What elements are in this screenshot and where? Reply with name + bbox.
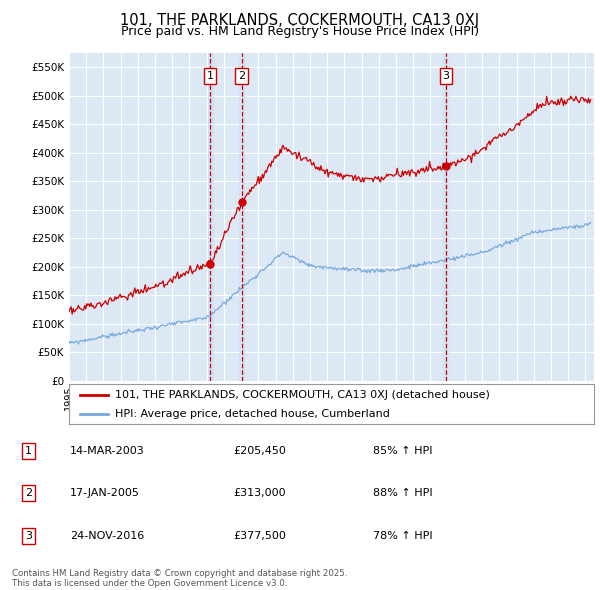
Text: £313,000: £313,000 xyxy=(233,489,286,498)
Bar xyxy=(443,53,449,381)
Text: 1: 1 xyxy=(25,446,32,455)
Text: 2: 2 xyxy=(25,489,32,498)
Text: Contains HM Land Registry data © Crown copyright and database right 2025.
This d: Contains HM Land Registry data © Crown c… xyxy=(12,569,347,588)
Text: 101, THE PARKLANDS, COCKERMOUTH, CA13 0XJ: 101, THE PARKLANDS, COCKERMOUTH, CA13 0X… xyxy=(121,13,479,28)
Text: HPI: Average price, detached house, Cumberland: HPI: Average price, detached house, Cumb… xyxy=(115,409,390,418)
Text: 78% ↑ HPI: 78% ↑ HPI xyxy=(373,531,433,540)
Text: £377,500: £377,500 xyxy=(233,531,286,540)
Text: Price paid vs. HM Land Registry's House Price Index (HPI): Price paid vs. HM Land Registry's House … xyxy=(121,25,479,38)
Text: 88% ↑ HPI: 88% ↑ HPI xyxy=(373,489,433,498)
Text: 3: 3 xyxy=(25,531,32,540)
Text: 14-MAR-2003: 14-MAR-2003 xyxy=(70,446,145,455)
Text: 85% ↑ HPI: 85% ↑ HPI xyxy=(373,446,433,455)
Text: 24-NOV-2016: 24-NOV-2016 xyxy=(70,531,145,540)
Bar xyxy=(208,53,213,381)
Bar xyxy=(239,53,244,381)
Text: 101, THE PARKLANDS, COCKERMOUTH, CA13 0XJ (detached house): 101, THE PARKLANDS, COCKERMOUTH, CA13 0X… xyxy=(115,390,490,400)
Text: 2: 2 xyxy=(238,71,245,81)
Text: 3: 3 xyxy=(442,71,449,81)
Text: 17-JAN-2005: 17-JAN-2005 xyxy=(70,489,140,498)
Text: £205,450: £205,450 xyxy=(233,446,286,455)
Text: 1: 1 xyxy=(206,71,214,81)
